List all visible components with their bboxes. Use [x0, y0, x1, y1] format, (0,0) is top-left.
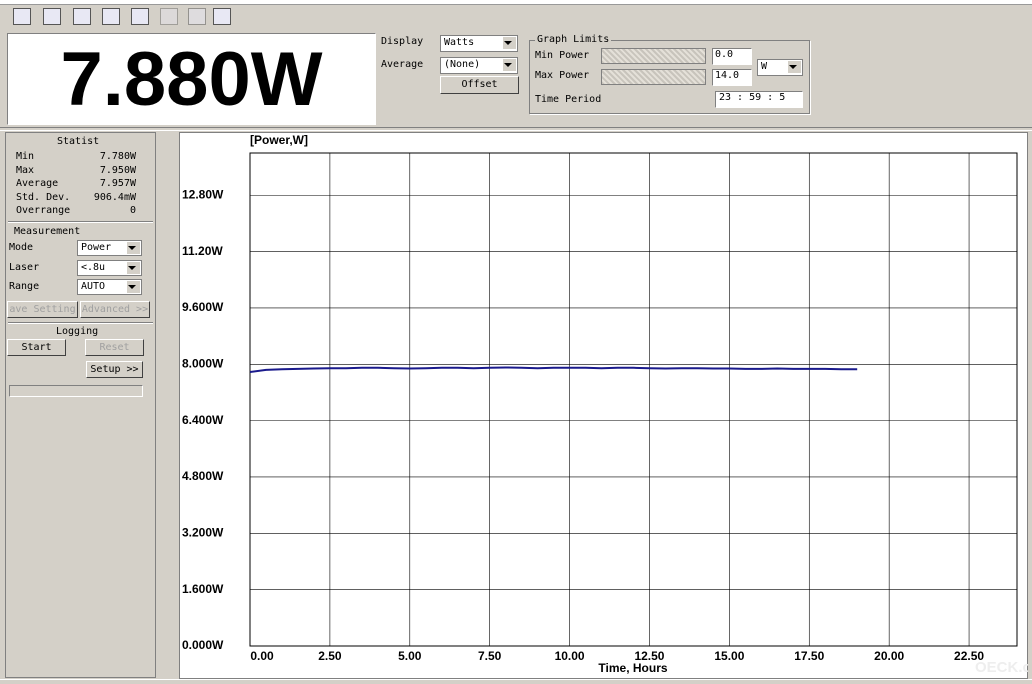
- x-tick-label: 20.00: [874, 649, 904, 663]
- y-tick-label: 4.800W: [182, 469, 224, 483]
- dropdown-arrow: [504, 63, 512, 67]
- time-input[interactable]: 23 : 59 : 5: [715, 91, 803, 108]
- field-label: Mode: [9, 242, 34, 253]
- max-input[interactable]: 14.0: [712, 69, 752, 86]
- average-select[interactable]: (None): [440, 57, 518, 74]
- unit-select[interactable]: W: [757, 59, 803, 76]
- power-reading: 7.880W: [7, 33, 376, 125]
- toolbar-icon[interactable]: [43, 8, 61, 25]
- x-tick-label: 5.00: [398, 649, 422, 663]
- min-slider[interactable]: [601, 48, 706, 64]
- stat-label: Average: [16, 178, 59, 189]
- x-axis-label: Time, Hours: [598, 661, 667, 675]
- y-tick-label: 1.600W: [182, 582, 224, 596]
- min-input[interactable]: 0.0: [712, 48, 752, 65]
- chart-title: [Power,W]: [250, 133, 308, 147]
- toolbar-icon[interactable]: [131, 8, 149, 25]
- y-tick-label: 3.200W: [182, 525, 224, 539]
- status-bar: [0, 679, 1032, 684]
- stat-label: Std. Dev.: [16, 191, 71, 203]
- field-label: Range: [9, 281, 40, 292]
- side-panel: [5, 132, 156, 678]
- progress-bar: [9, 385, 143, 397]
- stat-value: 0: [129, 205, 136, 216]
- group-box: [529, 40, 810, 114]
- menu-strip: [0, 0, 1032, 5]
- toolbar-icon[interactable]: [13, 8, 31, 25]
- toolbar-icon[interactable]: [102, 8, 120, 25]
- divider: [8, 221, 153, 223]
- toolbar-icon[interactable]: [213, 8, 231, 25]
- section-title: Measurement: [14, 226, 81, 237]
- field-select[interactable]: Power: [77, 240, 142, 256]
- stat-value: 7.780W: [99, 151, 136, 162]
- offset-button[interactable]: Offset: [440, 76, 519, 94]
- group-title: Graph Limits: [535, 34, 612, 45]
- reset-button[interactable]: Reset: [85, 339, 144, 356]
- y-tick-label: 11.20W: [182, 244, 223, 258]
- x-tick-label: 15.00: [714, 649, 744, 663]
- section-title: Statist: [57, 136, 100, 147]
- x-tick-label: 0.00: [250, 649, 274, 663]
- label: Max Power: [535, 70, 590, 81]
- toolbar-icon[interactable]: [160, 8, 178, 25]
- x-tick-label: 22.50: [954, 649, 984, 663]
- divider: [0, 127, 1032, 131]
- label: Display: [381, 36, 424, 47]
- dropdown-arrow: [504, 41, 512, 45]
- stat-value: 906.4mW: [93, 191, 136, 203]
- label: Min Power: [535, 50, 590, 61]
- label: Average: [381, 59, 424, 70]
- y-tick-label: 8.000W: [182, 356, 224, 370]
- dropdown-arrow: [128, 246, 136, 250]
- dropdown-arrow: [128, 285, 136, 289]
- field-label: Laser: [9, 261, 40, 273]
- stat-value: 7.950W: [99, 164, 136, 176]
- toolbar-icon[interactable]: [73, 8, 91, 25]
- watermark: OECK.com: [975, 659, 1028, 676]
- y-tick-label: 12.80W: [182, 187, 224, 201]
- stat-value: 7.957W: [99, 178, 136, 189]
- stat-label: Overrange: [16, 205, 71, 216]
- divider: [8, 322, 153, 324]
- y-tick-label: 6.400W: [182, 413, 224, 427]
- chart-background: [179, 132, 1028, 679]
- display-select[interactable]: Watts: [440, 35, 518, 52]
- dropdown-arrow: [789, 65, 797, 69]
- x-tick-label: 12.50: [634, 649, 664, 663]
- start-button[interactable]: Start: [7, 339, 66, 356]
- stat-label: Max: [16, 164, 35, 176]
- x-tick-label: 10.00: [555, 649, 585, 663]
- y-tick-label: 0.000W: [182, 638, 224, 652]
- save-settings-button[interactable]: ave Setting: [7, 301, 78, 318]
- chart: [Power,W] Time, Hours OECK.com 0.000W 1.6…: [179, 132, 1028, 679]
- max-slider[interactable]: [601, 69, 706, 85]
- x-tick-label: 2.50: [318, 649, 342, 663]
- section-title: Logging: [56, 326, 99, 337]
- setup-button[interactable]: Setup >>: [86, 361, 143, 378]
- x-tick-label: 17.50: [794, 649, 824, 663]
- stat-label: Min: [16, 151, 35, 162]
- toolbar-icon[interactable]: [188, 8, 206, 25]
- data-line: [249, 366, 858, 373]
- y-tick-label: 9.600W: [182, 300, 224, 314]
- x-tick-label: 7.50: [478, 649, 502, 663]
- advanced-button[interactable]: Advanced >>: [80, 301, 150, 318]
- dropdown-arrow: [128, 265, 136, 270]
- label: Time Period: [535, 94, 602, 105]
